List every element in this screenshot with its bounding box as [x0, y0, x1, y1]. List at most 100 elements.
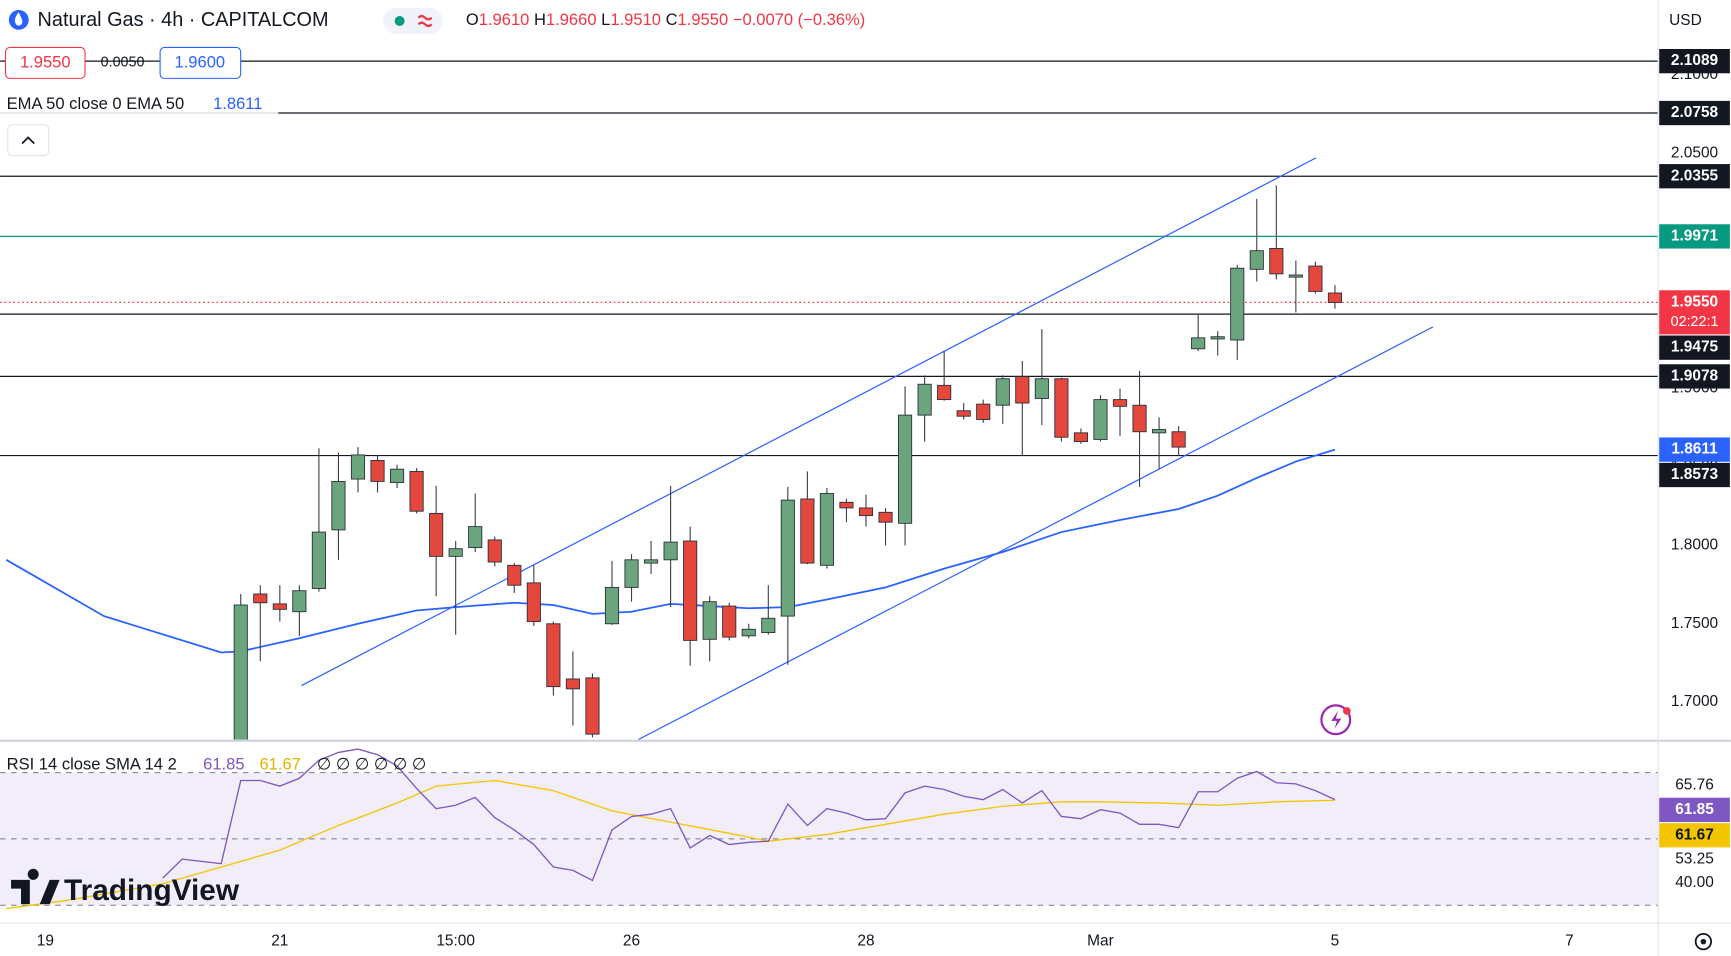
- currency[interactable]: USD: [1669, 12, 1702, 29]
- legend-label: H: [534, 10, 546, 29]
- rsi-marker-label: 53.25: [1675, 851, 1714, 868]
- candle-body: [1073, 432, 1088, 443]
- price-tag-label: 1.9971: [1671, 227, 1719, 244]
- candle-body: [800, 498, 815, 564]
- candle-body: [526, 582, 541, 623]
- price-tag: [1659, 462, 1730, 488]
- rsi-value-tag: [1659, 823, 1730, 848]
- ema-legend-value: 1.8611: [213, 94, 262, 113]
- candle-body: [624, 559, 639, 588]
- legend-value: 1.9550: [678, 10, 729, 29]
- candle-body: [956, 410, 971, 417]
- spread: 0.0050: [101, 55, 145, 71]
- header-bg: [0, 0, 950, 40]
- main-pane: [0, 60, 1659, 740]
- rsi-line: [162, 748, 1336, 882]
- trendline: [637, 326, 1434, 740]
- price-tag: [1659, 364, 1730, 389]
- rsi-legend-value: 61.85: [203, 754, 244, 773]
- price-tags: 2.1089 2.0758 2.0355 1.9971 1.9550 02:22:1 1.9…: [1659, 48, 1730, 891]
- rsi-sma-legend-value: 61.67: [259, 754, 300, 773]
- candle-body: [585, 677, 600, 735]
- candle-body: [546, 623, 561, 688]
- trendline: [301, 157, 1317, 687]
- collapse-button[interactable]: [7, 124, 50, 157]
- price-tag-label: 2.1089: [1671, 52, 1719, 69]
- rsi-line: [6, 779, 1335, 910]
- candle-body: [1269, 248, 1284, 275]
- price-tag-label: 1.8611: [1671, 441, 1718, 458]
- y-tick-label: 1.8000: [1671, 536, 1718, 553]
- candle-body: [350, 454, 366, 480]
- ohlc-legend: O1.9610 H1.9660 L1.9510 C1.9550 −0.0070 …: [466, 10, 865, 29]
- y-tick-label: 2.0500: [1671, 145, 1718, 162]
- candle-body: [917, 383, 932, 416]
- x-tick-label: 19: [37, 933, 54, 950]
- candle-body: [565, 678, 580, 690]
- candle-body: [370, 459, 385, 482]
- price-tag-label: 2.0355: [1671, 167, 1719, 184]
- candle-body: [292, 590, 307, 613]
- candle-body: [644, 559, 659, 564]
- chevron-icon: [21, 136, 35, 145]
- y-tick-label: 1.7500: [1671, 615, 1718, 632]
- candle-body: [429, 512, 444, 557]
- candle-body: [1308, 265, 1323, 292]
- rsi-pane: [0, 748, 1659, 910]
- bid-price[interactable]: 1.9550: [20, 52, 71, 71]
- legend-label: O: [466, 10, 479, 29]
- candle-body: [1171, 431, 1186, 448]
- ask-price[interactable]: 1.9600: [175, 52, 226, 71]
- legend-change: −0.0070 (−0.36%): [733, 10, 865, 29]
- candle-body: [1015, 376, 1030, 404]
- candle-body: [1327, 292, 1343, 303]
- candle-body: [1112, 399, 1128, 407]
- rsi-marker-label: 65.76: [1675, 777, 1714, 794]
- candle-body: [995, 378, 1010, 406]
- candle-body: [663, 541, 678, 561]
- x-tick-label: 28: [857, 933, 874, 950]
- candle-body: [937, 384, 952, 401]
- candle-body: [233, 604, 248, 740]
- candle-body: [1152, 429, 1167, 434]
- candle-body: [1230, 267, 1245, 341]
- candle-body: [311, 531, 326, 589]
- ema-legend: EMA 50 close 0 EMA 50: [7, 94, 185, 113]
- candle-body: [1034, 378, 1049, 399]
- buy-button[interactable]: [159, 46, 242, 79]
- price-tag-label: 1.9475: [1671, 339, 1719, 356]
- candle-body: [819, 493, 834, 566]
- price-tag: [1659, 437, 1730, 462]
- market-open-dot: [394, 16, 405, 26]
- candle-body: [683, 540, 698, 641]
- candle-body: [722, 605, 737, 638]
- countdown: 02:22:1: [1671, 314, 1719, 330]
- x-tick-label: 26: [623, 933, 640, 950]
- candle-body: [487, 539, 502, 563]
- bolt-icon: [1331, 710, 1342, 729]
- price-tag: [1659, 224, 1730, 249]
- rsi-flags: ∅ ∅ ∅ ∅ ∅ ∅: [317, 754, 426, 773]
- sell-button[interactable]: [4, 46, 86, 79]
- x-tick-label: Mar: [1087, 933, 1114, 950]
- legend-value: 1.9660: [546, 10, 597, 29]
- logo-icon: [11, 868, 60, 905]
- rsi-value-tag: [1659, 797, 1730, 823]
- price-tag-label: 1.8573: [1671, 466, 1719, 483]
- candle-body: [448, 548, 463, 557]
- settings-icon-center: [1700, 938, 1707, 945]
- candle-body: [389, 468, 405, 483]
- legend-value: 1.9510: [610, 10, 661, 29]
- settings-icon[interactable]: [1694, 933, 1712, 951]
- price-tag-label: 2.0758: [1671, 104, 1719, 121]
- candle-body: [858, 507, 874, 517]
- delayed-icon: [417, 14, 433, 28]
- price-tag-label: 1.9550: [1671, 293, 1718, 310]
- candle-body: [1132, 404, 1147, 433]
- legend-label: L: [601, 10, 610, 29]
- alert-icon[interactable]: [1320, 704, 1352, 736]
- candle-body: [839, 501, 854, 509]
- price-tag: [1659, 48, 1730, 74]
- rsi-value-label: 61.85: [1675, 801, 1714, 818]
